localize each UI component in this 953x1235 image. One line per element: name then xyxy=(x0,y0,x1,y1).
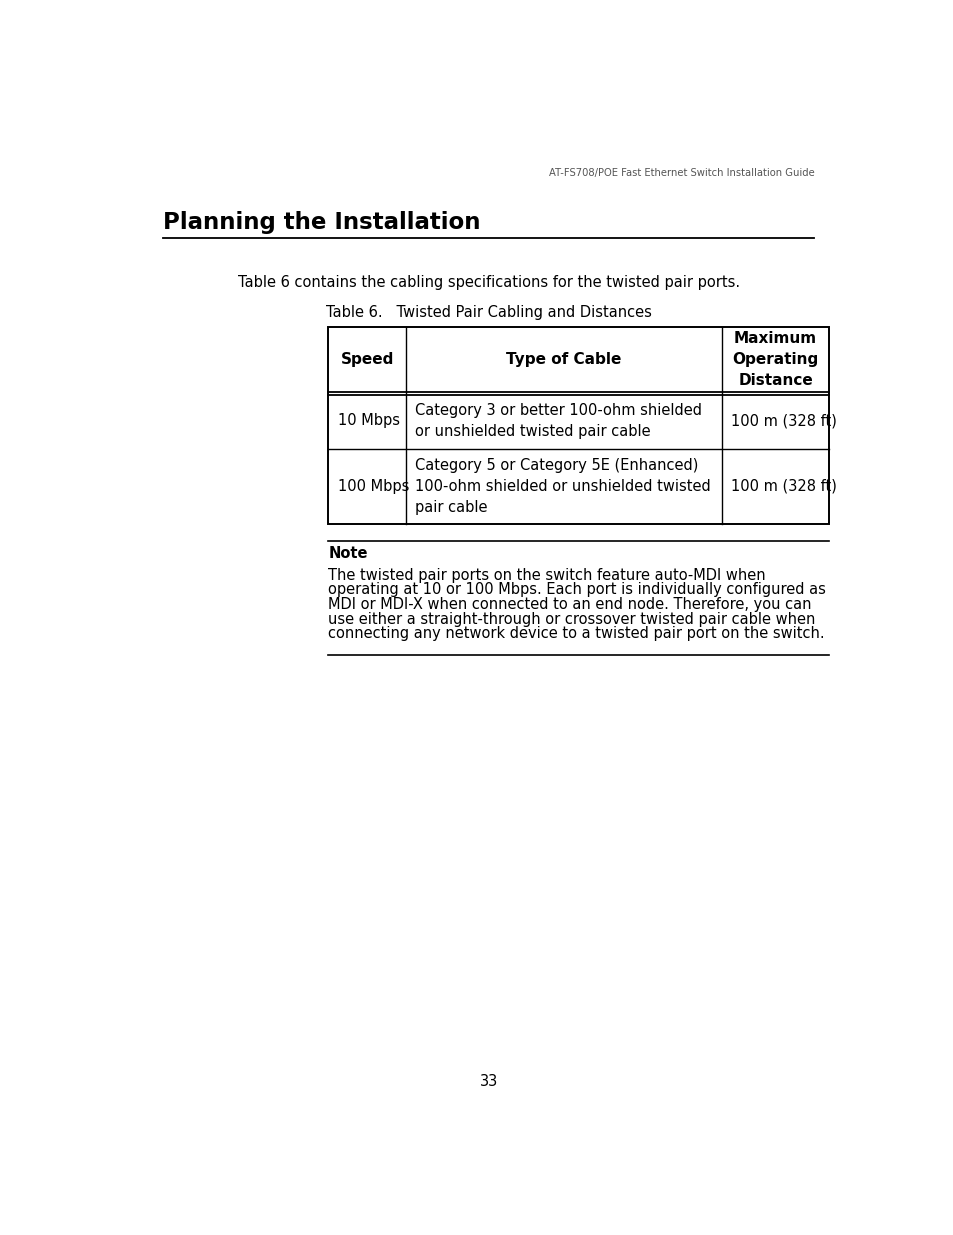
Bar xyxy=(328,327,828,524)
Text: 100 Mbps: 100 Mbps xyxy=(337,479,409,494)
Text: 100 m (328 ft): 100 m (328 ft) xyxy=(731,414,837,429)
Text: Table 6.   Twisted Pair Cabling and Distances: Table 6. Twisted Pair Cabling and Distan… xyxy=(326,305,651,320)
Text: 10 Mbps: 10 Mbps xyxy=(337,414,399,429)
Text: Note: Note xyxy=(328,547,368,562)
Text: Type of Cable: Type of Cable xyxy=(506,352,621,368)
Text: connecting any network device to a twisted pair port on the switch.: connecting any network device to a twist… xyxy=(328,626,824,641)
Text: use either a straight-through or crossover twisted pair cable when: use either a straight-through or crossov… xyxy=(328,611,815,626)
Text: Speed: Speed xyxy=(340,352,394,368)
Text: AT-FS708/POE Fast Ethernet Switch Installation Guide: AT-FS708/POE Fast Ethernet Switch Instal… xyxy=(548,168,814,178)
Text: The twisted pair ports on the switch feature auto-MDI when: The twisted pair ports on the switch fea… xyxy=(328,568,765,583)
Text: 100 m (328 ft): 100 m (328 ft) xyxy=(731,479,837,494)
Text: operating at 10 or 100 Mbps. Each port is individually configured as: operating at 10 or 100 Mbps. Each port i… xyxy=(328,583,825,598)
Text: Maximum
Operating
Distance: Maximum Operating Distance xyxy=(732,331,818,389)
Text: Category 5 or Category 5E (Enhanced)
100-ohm shielded or unshielded twisted
pair: Category 5 or Category 5E (Enhanced) 100… xyxy=(415,458,710,515)
Text: Category 3 or better 100-ohm shielded
or unshielded twisted pair cable: Category 3 or better 100-ohm shielded or… xyxy=(415,403,701,438)
Text: Planning the Installation: Planning the Installation xyxy=(163,211,480,235)
Text: Table 6 contains the cabling specifications for the twisted pair ports.: Table 6 contains the cabling specificati… xyxy=(237,275,740,290)
Text: MDI or MDI-X when connected to an end node. Therefore, you can: MDI or MDI-X when connected to an end no… xyxy=(328,597,811,613)
Text: 33: 33 xyxy=(479,1074,497,1089)
